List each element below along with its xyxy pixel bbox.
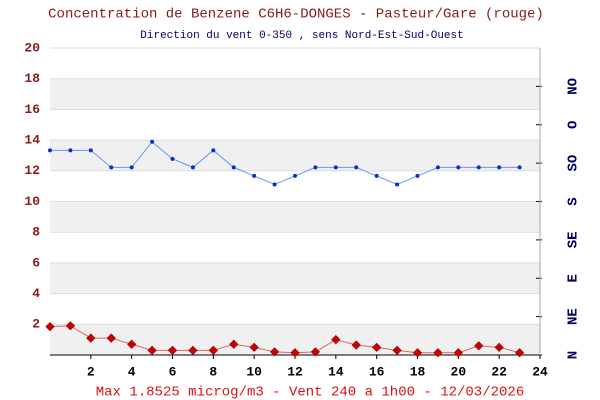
grid-band	[50, 140, 540, 171]
x-tick-label: 12	[287, 364, 303, 379]
y2-tick-label: O	[566, 121, 582, 129]
y2-tick-label: E	[566, 274, 582, 282]
point	[65, 321, 76, 331]
point	[395, 182, 400, 187]
point	[208, 345, 218, 355]
point	[415, 173, 420, 178]
point	[494, 342, 504, 352]
x-tick-label: 18	[410, 364, 426, 379]
y-tick-label: 6	[32, 255, 40, 270]
point	[474, 341, 484, 351]
point	[354, 165, 359, 170]
y2-tick-label: SE	[566, 231, 582, 248]
y2-tick-label: NO	[566, 78, 582, 95]
point	[497, 165, 502, 170]
point	[167, 345, 178, 355]
series-line	[50, 141, 520, 185]
x-tick-label: 14	[328, 364, 344, 379]
x-tick-label: 2	[87, 364, 95, 379]
point	[476, 165, 481, 170]
grid-band	[50, 201, 540, 233]
x-tick-label: 6	[169, 364, 177, 379]
chart-subtitle: Direction du vent 0-350 , sens Nord-Est-…	[140, 30, 463, 42]
point	[272, 182, 277, 187]
y-tick-label: 14	[24, 133, 40, 148]
point	[433, 348, 443, 358]
y-tick-label: 2	[32, 317, 40, 332]
point	[150, 139, 155, 144]
x-tick-label: 8	[209, 364, 217, 379]
y-tick-label: 20	[24, 40, 40, 55]
point	[310, 347, 321, 357]
grid-band	[50, 293, 540, 325]
point	[333, 165, 338, 170]
y2-tick-label: S	[566, 197, 582, 205]
y-tick-label: 10	[24, 194, 40, 209]
point	[109, 165, 114, 170]
point	[68, 148, 73, 153]
point	[374, 173, 379, 178]
point	[229, 339, 239, 349]
point	[231, 165, 236, 170]
y2-tick-label: NE	[566, 308, 582, 325]
point	[269, 347, 280, 357]
y-tick-label: 12	[24, 163, 40, 178]
y-tick-label: 16	[24, 102, 40, 117]
point	[313, 165, 318, 170]
point	[188, 345, 198, 355]
point	[190, 165, 195, 170]
point	[106, 333, 116, 343]
point	[453, 348, 463, 358]
point	[249, 342, 259, 352]
x-tick-label: 24	[532, 364, 548, 379]
point	[372, 342, 382, 352]
grid-band	[50, 78, 540, 110]
y-tick-label: 8	[32, 225, 40, 240]
point	[48, 148, 52, 153]
point	[517, 165, 522, 170]
grid-band	[50, 109, 540, 141]
x-tick-label: 20	[451, 364, 467, 379]
point	[293, 173, 297, 178]
x-tick-label: 16	[369, 364, 385, 379]
point	[290, 348, 300, 358]
point	[127, 339, 137, 349]
point	[331, 335, 341, 345]
y2-tick-label: SO	[566, 155, 582, 172]
point	[211, 148, 216, 153]
point	[412, 348, 423, 358]
grid-band	[50, 262, 540, 294]
grid-band	[50, 48, 540, 79]
y-tick-label: 18	[24, 71, 40, 86]
point	[45, 322, 55, 332]
point	[514, 348, 525, 358]
point	[88, 148, 93, 153]
point	[392, 345, 402, 355]
grid-band	[50, 232, 540, 263]
y-tick-label: 4	[32, 286, 40, 301]
x-tick-label: 4	[128, 364, 136, 379]
point	[86, 333, 96, 343]
chart-footer: Max 1.8525 microg/m3 - Vent 240 a 1h00 -…	[96, 385, 524, 400]
y2-tick-label: N	[566, 351, 582, 359]
point	[170, 156, 175, 161]
point	[456, 165, 461, 170]
x-tick-label: 10	[246, 364, 262, 379]
chart-title: Concentration de Benzene C6H6-DONGES - P…	[48, 7, 544, 23]
point	[435, 165, 440, 170]
point	[147, 345, 157, 355]
point	[129, 165, 134, 170]
point	[351, 340, 361, 350]
x-tick-label: 22	[491, 364, 507, 379]
point	[252, 173, 257, 178]
